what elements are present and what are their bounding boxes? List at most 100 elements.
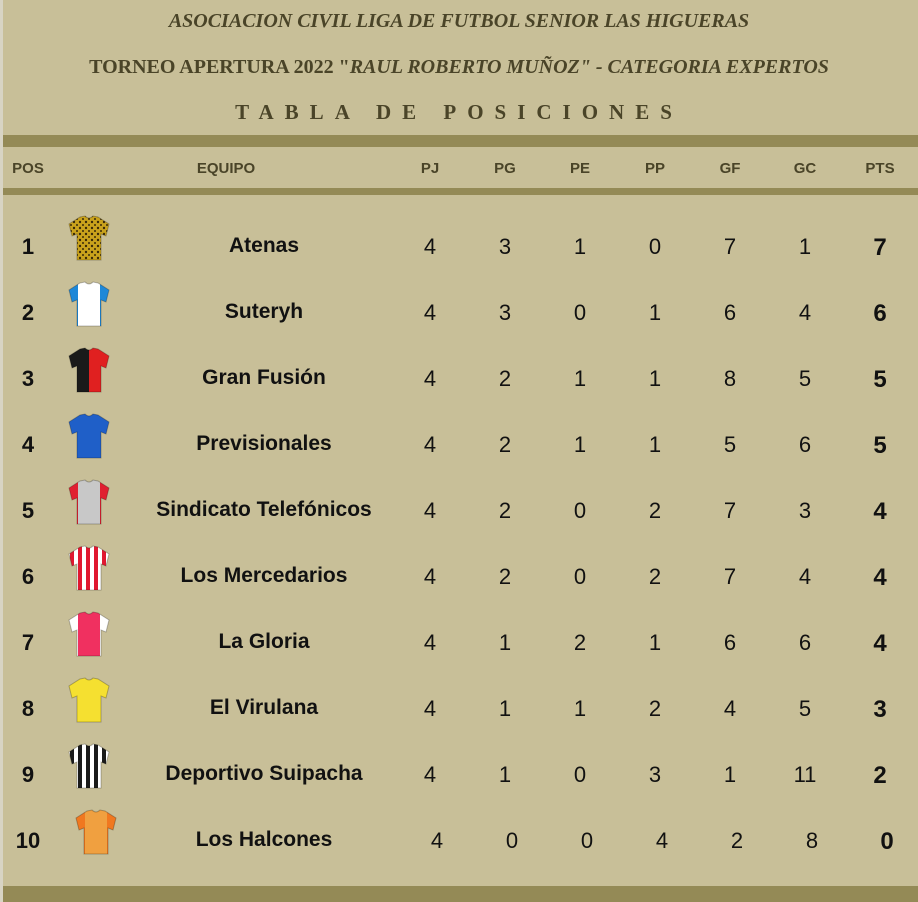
stat-gf: 7 bbox=[723, 564, 737, 589]
team-name: Gran Fusión bbox=[202, 366, 326, 389]
position: 6 bbox=[21, 564, 35, 589]
stat-pp: 1 bbox=[648, 366, 662, 391]
divider bbox=[3, 886, 918, 902]
col-pe: PE bbox=[569, 160, 591, 177]
col-gc: GC bbox=[793, 160, 817, 177]
divider bbox=[3, 135, 918, 147]
shirt-icon bbox=[68, 281, 110, 327]
stat-pts: 2 bbox=[873, 762, 887, 789]
stat-pp: 1 bbox=[648, 432, 662, 457]
shirt-icon bbox=[68, 413, 110, 459]
stat-gc: 11 bbox=[793, 762, 817, 787]
position: 3 bbox=[21, 366, 35, 391]
col-pg: PG bbox=[494, 160, 516, 177]
stat-pj: 4 bbox=[423, 630, 437, 655]
tournament-name: TORNEO APERTURA 2022 "RAUL ROBERTO MUÑOZ… bbox=[0, 56, 918, 79]
stat-pp: 1 bbox=[648, 300, 662, 325]
table-row: 9 Deportivo Suipacha 4 1 0 3 1 11 2 bbox=[0, 740, 918, 806]
stat-pts: 4 bbox=[873, 564, 887, 591]
stat-pg: 0 bbox=[505, 828, 519, 853]
stat-pj: 4 bbox=[423, 564, 437, 589]
shirt-icon bbox=[68, 347, 110, 393]
stat-pp: 2 bbox=[648, 564, 662, 589]
table-row: 5 Sindicato Telefónicos 4 2 0 2 7 3 4 bbox=[0, 476, 918, 542]
stat-pj: 4 bbox=[423, 696, 437, 721]
stat-pg: 2 bbox=[498, 564, 512, 589]
shirt-icon bbox=[68, 479, 110, 525]
stat-pp: 4 bbox=[655, 828, 669, 853]
stat-pe: 0 bbox=[573, 498, 587, 523]
stat-pts: 0 bbox=[880, 828, 894, 855]
stat-pj: 4 bbox=[423, 366, 437, 391]
position: 9 bbox=[21, 762, 35, 787]
team-name: Los Halcones bbox=[195, 828, 333, 851]
stat-pg: 1 bbox=[498, 696, 512, 721]
stat-pe: 0 bbox=[573, 300, 587, 325]
col-pp: PP bbox=[644, 160, 666, 177]
divider bbox=[3, 188, 918, 195]
stat-pg: 3 bbox=[498, 300, 512, 325]
stat-pg: 2 bbox=[498, 366, 512, 391]
position: 7 bbox=[21, 630, 35, 655]
col-pj: PJ bbox=[420, 160, 440, 177]
stat-gf: 7 bbox=[723, 498, 737, 523]
team-name: Suteryh bbox=[224, 300, 304, 323]
stat-pe: 1 bbox=[573, 432, 587, 457]
table-row: 8 El Virulana 4 1 1 2 4 5 3 bbox=[0, 674, 918, 740]
table-row: 2 Suteryh 4 3 0 1 6 4 6 bbox=[0, 278, 918, 344]
stat-gf: 7 bbox=[723, 234, 737, 259]
stat-gf: 2 bbox=[730, 828, 744, 853]
stat-pg: 1 bbox=[498, 762, 512, 787]
stat-pe: 2 bbox=[573, 630, 587, 655]
left-border bbox=[0, 0, 3, 902]
table-row: 7 La Gloria 4 1 2 1 6 6 4 bbox=[0, 608, 918, 674]
stat-gc: 8 bbox=[805, 828, 819, 853]
table-header: POS EQUIPO PJ PG PE PP GF GC PTS bbox=[0, 148, 918, 190]
stat-pp: 1 bbox=[648, 630, 662, 655]
position: 1 bbox=[21, 234, 35, 259]
shirt-icon bbox=[68, 611, 110, 657]
team-name: La Gloria bbox=[218, 630, 310, 653]
stat-pe: 0 bbox=[580, 828, 594, 853]
stat-pts: 5 bbox=[873, 432, 887, 459]
stat-pts: 6 bbox=[873, 300, 887, 327]
stat-pe: 1 bbox=[573, 696, 587, 721]
stat-gf: 5 bbox=[723, 432, 737, 457]
team-name: Atenas bbox=[228, 234, 300, 257]
stat-gf: 6 bbox=[723, 300, 737, 325]
stat-gc: 5 bbox=[798, 696, 812, 721]
table-row: 6 Los Mercedarios 4 2 0 2 7 4 4 bbox=[0, 542, 918, 608]
stat-gc: 4 bbox=[798, 564, 812, 589]
stat-pg: 1 bbox=[498, 630, 512, 655]
shirt-icon bbox=[68, 215, 110, 261]
stat-pg: 2 bbox=[498, 498, 512, 523]
stat-pp: 0 bbox=[648, 234, 662, 259]
team-name: Deportivo Suipacha bbox=[165, 762, 363, 785]
stat-pj: 4 bbox=[423, 498, 437, 523]
team-name: Los Mercedarios bbox=[180, 564, 348, 587]
stat-pj: 4 bbox=[423, 300, 437, 325]
position: 5 bbox=[21, 498, 35, 523]
col-pts: PTS bbox=[865, 160, 895, 177]
stat-gc: 6 bbox=[798, 630, 812, 655]
table-row: 4 Previsionales 4 2 1 1 5 6 5 bbox=[0, 410, 918, 476]
stat-pp: 2 bbox=[648, 498, 662, 523]
stat-pp: 2 bbox=[648, 696, 662, 721]
position: 4 bbox=[21, 432, 35, 457]
stat-gc: 3 bbox=[798, 498, 812, 523]
stat-pts: 3 bbox=[873, 696, 887, 723]
stat-pts: 4 bbox=[873, 630, 887, 657]
stat-pe: 1 bbox=[573, 366, 587, 391]
stat-pg: 3 bbox=[498, 234, 512, 259]
tournament-prefix: TORNEO APERTURA 2022 " bbox=[89, 56, 350, 78]
col-gf: GF bbox=[719, 160, 741, 177]
stat-gf: 4 bbox=[723, 696, 737, 721]
stat-gc: 4 bbox=[798, 300, 812, 325]
stat-pe: 0 bbox=[573, 762, 587, 787]
stat-pj: 4 bbox=[430, 828, 444, 853]
stat-pe: 1 bbox=[573, 234, 587, 259]
table-row: 1 Atenas 4 3 1 0 7 1 7 bbox=[0, 212, 918, 278]
page-title: TABLA DE POSICIONES bbox=[235, 100, 683, 124]
shirt-icon bbox=[68, 545, 110, 591]
stat-pp: 3 bbox=[648, 762, 662, 787]
